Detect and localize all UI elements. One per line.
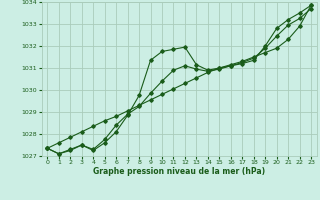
X-axis label: Graphe pression niveau de la mer (hPa): Graphe pression niveau de la mer (hPa) [93,167,265,176]
